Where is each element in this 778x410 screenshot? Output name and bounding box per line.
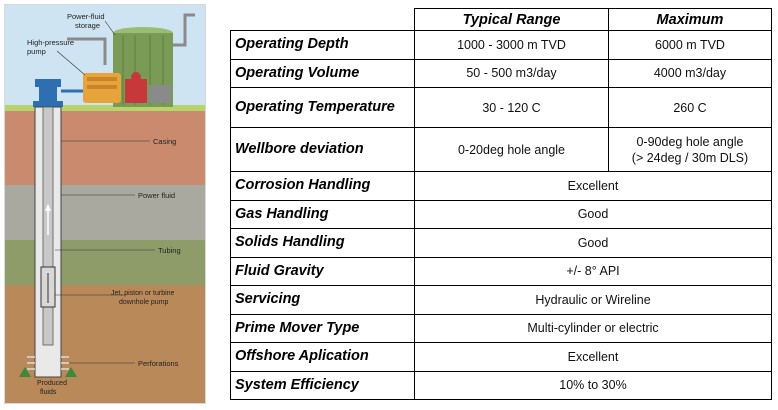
label-tubing: Tubing xyxy=(158,246,181,255)
label-high-pressure-pump-1: High-pressure xyxy=(27,38,74,47)
merged-value: +/- 8° API xyxy=(414,256,772,286)
specs-table-container: Typical Range Maximum Operating Depth 10… xyxy=(230,8,772,400)
label-casing: Casing xyxy=(153,137,176,146)
label-produced-fluids-2: fluids xyxy=(40,389,57,396)
table-row: Operating Temperature 30 - 120 C 260 C xyxy=(230,87,772,128)
perforations xyxy=(27,356,69,370)
row-label: Gas Handling xyxy=(230,199,415,229)
header-blank xyxy=(230,8,415,31)
table-row: Servicing Hydraulic or Wireline xyxy=(230,285,772,315)
produced-fluids-arrows xyxy=(19,367,77,377)
hydraulic-pump-illustration: Power-fluid storage High-pressure pump C… xyxy=(4,4,206,404)
typical-value: 50 - 500 m3/day xyxy=(414,58,609,88)
merged-value: Multi-cylinder or electric xyxy=(414,313,772,343)
grass-strip xyxy=(5,105,205,111)
merged-value: Good xyxy=(414,228,772,258)
label-high-pressure-pump-2: pump xyxy=(27,47,46,56)
merged-value: Excellent xyxy=(414,171,772,201)
row-label: Fluid Gravity xyxy=(230,256,415,286)
pump-motor xyxy=(125,79,147,103)
header-maximum: Maximum xyxy=(608,8,772,31)
table-row: Corrosion Handling Excellent xyxy=(230,171,772,201)
table-header-row: Typical Range Maximum xyxy=(230,8,772,31)
table-row: Solids Handling Good xyxy=(230,228,772,258)
maximum-value-line-2: (> 24deg / 30m DLS) xyxy=(631,150,749,165)
label-downhole-pump-2: downhole pump xyxy=(119,299,169,306)
header-typical-range: Typical Range xyxy=(414,8,609,31)
specs-table: Typical Range Maximum Operating Depth 10… xyxy=(230,8,772,400)
maximum-value: 260 C xyxy=(608,87,772,128)
table-row: Wellbore deviation 0-20deg hole angle 0-… xyxy=(230,127,772,172)
merged-value: 10% to 30% xyxy=(414,370,772,400)
row-label: Offshore Aplication xyxy=(230,342,415,372)
row-label: Solids Handling xyxy=(230,228,415,258)
maximum-value-line-1: 0-90deg hole angle xyxy=(636,134,744,149)
typical-value: 1000 - 3000 m TVD xyxy=(414,30,609,60)
typical-value: 0-20deg hole angle xyxy=(414,127,609,172)
well-diagram: Power-fluid storage High-pressure pump C… xyxy=(5,5,205,403)
table-row: Operating Volume 50 - 500 m3/day 4000 m3… xyxy=(230,58,772,88)
merged-value: Good xyxy=(414,199,772,229)
label-downhole-pump-1: Jet, piston or turbine xyxy=(111,290,175,297)
row-label: Operating Depth xyxy=(230,30,415,60)
label-power-fluid-storage-1: Power-fluid xyxy=(67,12,105,21)
maximum-value: 4000 m3/day xyxy=(608,58,772,88)
wellhead xyxy=(35,79,61,87)
row-label: Corrosion Handling xyxy=(230,171,415,201)
label-produced-fluids-1: Produced xyxy=(37,380,67,387)
row-label: System Efficiency xyxy=(230,370,415,400)
table-row: Fluid Gravity +/- 8° API xyxy=(230,256,772,286)
typical-value: 30 - 120 C xyxy=(414,87,609,128)
table-row: Gas Handling Good xyxy=(230,199,772,229)
label-perforations: Perforations xyxy=(138,359,179,368)
table-row: Prime Mover Type Multi-cylinder or elect… xyxy=(230,313,772,343)
merged-value: Excellent xyxy=(414,342,772,372)
label-power-fluid-storage-2: storage xyxy=(75,21,100,30)
row-label: Prime Mover Type xyxy=(230,313,415,343)
maximum-value: 0-90deg hole angle (> 24deg / 30m DLS) xyxy=(608,127,772,172)
row-label: Operating Volume xyxy=(230,58,415,88)
row-label: Wellbore deviation xyxy=(230,127,415,172)
label-power-fluid: Power fluid xyxy=(138,191,175,200)
row-label: Servicing xyxy=(230,285,415,315)
maximum-value: 6000 m TVD xyxy=(608,30,772,60)
merged-value: Hydraulic or Wireline xyxy=(414,285,772,315)
table-row: System Efficiency 10% to 30% xyxy=(230,370,772,400)
table-row: Offshore Aplication Excellent xyxy=(230,342,772,372)
row-label: Operating Temperature xyxy=(230,87,415,128)
table-row: Operating Depth 1000 - 3000 m TVD 6000 m… xyxy=(230,30,772,60)
